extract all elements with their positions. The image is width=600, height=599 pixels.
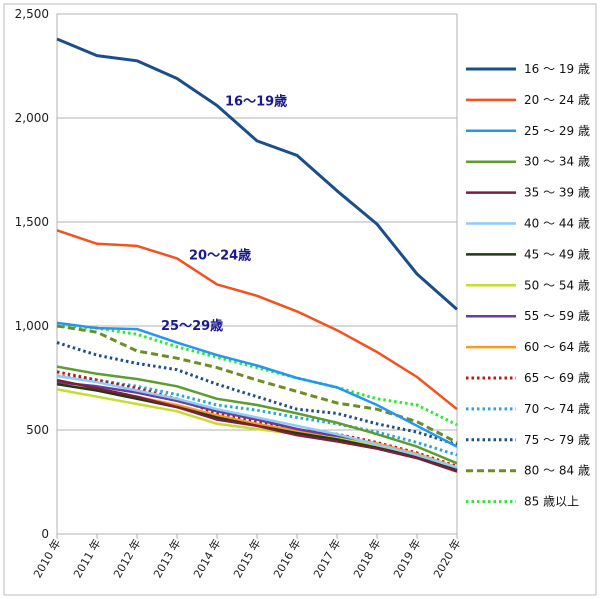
series-line-6 bbox=[56, 382, 458, 472]
legend-label: 60 ～ 64 歳 bbox=[524, 340, 590, 354]
legend-label: 20 ～ 24 歳 bbox=[524, 93, 590, 107]
legend-label: 50 ～ 54 歳 bbox=[524, 278, 590, 292]
x-tick-label: 2015 年 bbox=[230, 537, 263, 581]
series-line-4 bbox=[56, 378, 458, 473]
x-tick-label: 2018 年 bbox=[350, 537, 383, 581]
x-tick-label: 2019 年 bbox=[390, 537, 423, 581]
y-tick-label: 500 bbox=[26, 423, 49, 437]
annotation-label: 25～29歳 bbox=[161, 318, 223, 334]
x-tick-label: 2012 年 bbox=[110, 537, 143, 581]
series-line-5 bbox=[56, 374, 458, 469]
legend-label: 55 ～ 59 歳 bbox=[524, 309, 590, 323]
annotation-label: 20～24歳 bbox=[189, 247, 251, 263]
legend-label: 75 ～ 79 歳 bbox=[524, 433, 590, 447]
series-lines bbox=[56, 37, 458, 473]
x-tick-label: 2010 年 bbox=[30, 537, 63, 581]
gridlines bbox=[57, 13, 457, 535]
series-line-0 bbox=[56, 37, 458, 311]
legend-label: 25 ～ 29 歳 bbox=[524, 124, 590, 138]
y-tick-label: 1,500 bbox=[15, 215, 49, 229]
annotation-label: 16～19歳 bbox=[225, 94, 287, 110]
x-tick-label: 2013 年 bbox=[150, 537, 183, 581]
y-axis-ticks: 0 500 1,000 1,500 2,000 2,500 bbox=[15, 7, 49, 541]
plot-area bbox=[3, 3, 597, 596]
legend-label: 16 ～ 19 歳 bbox=[524, 62, 590, 76]
legend-label: 40 ～ 44 歳 bbox=[524, 217, 590, 231]
legend: 16 ～ 19 歳 20 ～ 24 歳 25 ～ 29 歳 30 ～ 34 歳 35 ～… bbox=[466, 62, 590, 509]
x-tick-label: 2016 年 bbox=[270, 537, 303, 581]
legend-label: 35 ～ 39 歳 bbox=[524, 186, 590, 200]
series-line-14 bbox=[56, 324, 458, 427]
legend-label: 30 ～ 34 歳 bbox=[524, 155, 590, 169]
chart-border bbox=[3, 3, 597, 596]
y-tick-label: 0 bbox=[41, 527, 49, 541]
x-tick-label: 2014 年 bbox=[190, 537, 223, 581]
legend-label: 80 ～ 84 歳 bbox=[524, 464, 590, 478]
legend-label: 85 歳以上 bbox=[524, 495, 579, 509]
y-tick-label: 2,500 bbox=[15, 7, 49, 21]
series-line-1 bbox=[56, 229, 458, 411]
x-tick-label: 2017 年 bbox=[310, 537, 343, 581]
x-axis-ticks: 2010 年 2011 年 2012 年 2013 年 2014 年 2015 年 2016… bbox=[30, 534, 464, 581]
series-line-13 bbox=[56, 324, 458, 444]
y-tick-label: 2,000 bbox=[15, 111, 49, 125]
legend-label: 65 ～ 69 歳 bbox=[524, 371, 590, 385]
y-tick-label: 1,000 bbox=[15, 319, 49, 333]
legend-label: 70 ～ 74 歳 bbox=[524, 402, 590, 416]
annotations: 16～19歳 20～24歳 25～29歳 bbox=[161, 94, 287, 335]
x-tick-label: 2011 年 bbox=[70, 537, 103, 581]
series-line-2 bbox=[56, 321, 458, 448]
series-line-7 bbox=[56, 388, 458, 469]
legend-label: 45 ～ 49 歳 bbox=[524, 247, 590, 261]
series-line-3 bbox=[56, 365, 458, 465]
plot-border bbox=[56, 13, 458, 535]
x-tick-label: 2020 年 bbox=[430, 537, 463, 581]
